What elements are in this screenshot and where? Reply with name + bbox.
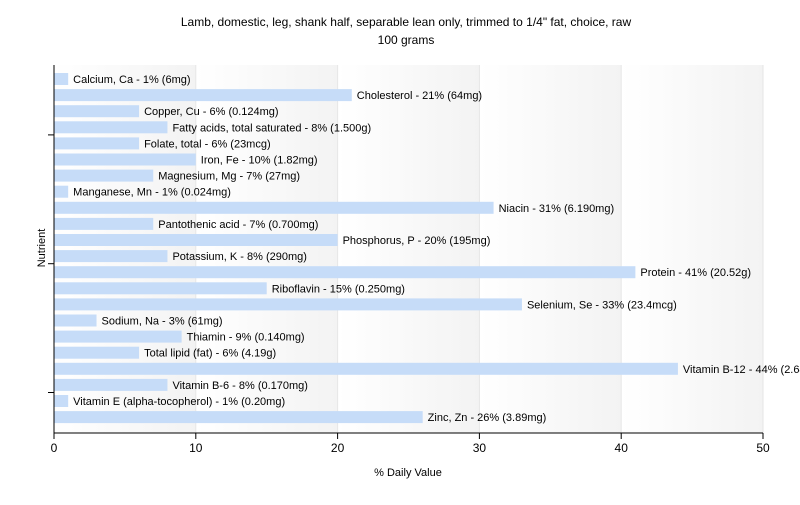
data-bar	[54, 137, 140, 150]
bar-value-label: Cholesterol - 21% (64mg)	[357, 90, 482, 102]
data-bar	[54, 266, 636, 279]
x-tick-label: 30	[473, 441, 487, 455]
y-axis-label: Nutrient	[36, 229, 48, 268]
data-bar	[54, 411, 423, 424]
bar-value-label: Riboflavin - 15% (0.250mg)	[272, 283, 405, 295]
data-bar	[54, 314, 97, 327]
data-bar	[54, 105, 140, 118]
bar-value-label: Folate, total - 6% (23mcg)	[144, 138, 271, 150]
grid-band	[621, 65, 763, 433]
x-tick-label: 50	[756, 441, 770, 455]
data-bar	[54, 185, 69, 198]
grid-band	[479, 65, 622, 433]
data-bar	[54, 169, 154, 182]
data-bar	[54, 362, 678, 375]
bar-value-label: Calcium, Ca - 1% (6mg)	[73, 74, 190, 86]
data-bar	[54, 346, 140, 359]
x-tick-label: 40	[615, 441, 629, 455]
x-tick-label: 20	[331, 441, 345, 455]
data-bar	[54, 282, 267, 295]
grid-band	[337, 65, 480, 433]
data-bar	[54, 89, 352, 102]
bar-value-label: Fatty acids, total saturated - 8% (1.500…	[172, 122, 371, 134]
data-bar	[54, 250, 168, 263]
data-bar	[54, 201, 494, 214]
x-tick-label: 0	[51, 441, 58, 455]
data-bar	[54, 395, 69, 407]
bar-value-label: Protein - 41% (20.52g)	[640, 267, 751, 279]
data-bar	[54, 73, 69, 85]
bar-value-label: Thiamin - 9% (0.140mg)	[187, 332, 305, 344]
bar-value-label: Phosphorus, P - 20% (195mg)	[343, 235, 491, 247]
bar-value-label: Total lipid (fat) - 6% (4.19g)	[144, 348, 276, 360]
bar-value-label: Vitamin B-12 - 44% (2.64mcg)	[683, 364, 800, 376]
bar-value-label: Potassium, K - 8% (290mg)	[172, 251, 307, 263]
bar-value-label: Vitamin B-6 - 8% (0.170mg)	[172, 380, 308, 392]
bar-value-label: Selenium, Se - 33% (23.4mcg)	[527, 299, 677, 311]
bar-value-label: Copper, Cu - 6% (0.124mg)	[144, 106, 279, 118]
bar-value-label: Vitamin E (alpha-tocopherol) - 1% (0.20m…	[73, 396, 285, 408]
bar-value-label: Pantothenic acid - 7% (0.700mg)	[158, 219, 318, 231]
data-bar	[54, 330, 182, 343]
x-axis-label: % Daily Value	[374, 467, 442, 479]
chart-subtitle: 100 grams	[378, 33, 435, 47]
data-bar	[54, 153, 196, 166]
bar-value-label: Niacin - 31% (6.190mg)	[499, 203, 615, 215]
bar-value-label: Iron, Fe - 10% (1.82mg)	[201, 155, 318, 167]
data-bar	[54, 121, 168, 134]
data-bar	[54, 234, 338, 246]
data-bar	[54, 378, 168, 391]
bar-value-label: Sodium, Na - 3% (61mg)	[102, 316, 223, 328]
data-bar	[54, 298, 522, 311]
grid-band	[54, 65, 196, 433]
data-bar	[54, 217, 154, 230]
bar-value-label: Zinc, Zn - 26% (3.89mg)	[428, 412, 547, 424]
bar-value-label: Manganese, Mn - 1% (0.024mg)	[73, 187, 231, 199]
grid-band	[195, 65, 338, 433]
x-tick-label: 10	[189, 441, 203, 455]
chart-title: Lamb, domestic, leg, shank half, separab…	[181, 15, 632, 29]
bar-value-label: Magnesium, Mg - 7% (27mg)	[158, 171, 300, 183]
plot-area: Calcium, Ca - 1% (6mg) Cholesterol - 21% …	[48, 65, 800, 455]
